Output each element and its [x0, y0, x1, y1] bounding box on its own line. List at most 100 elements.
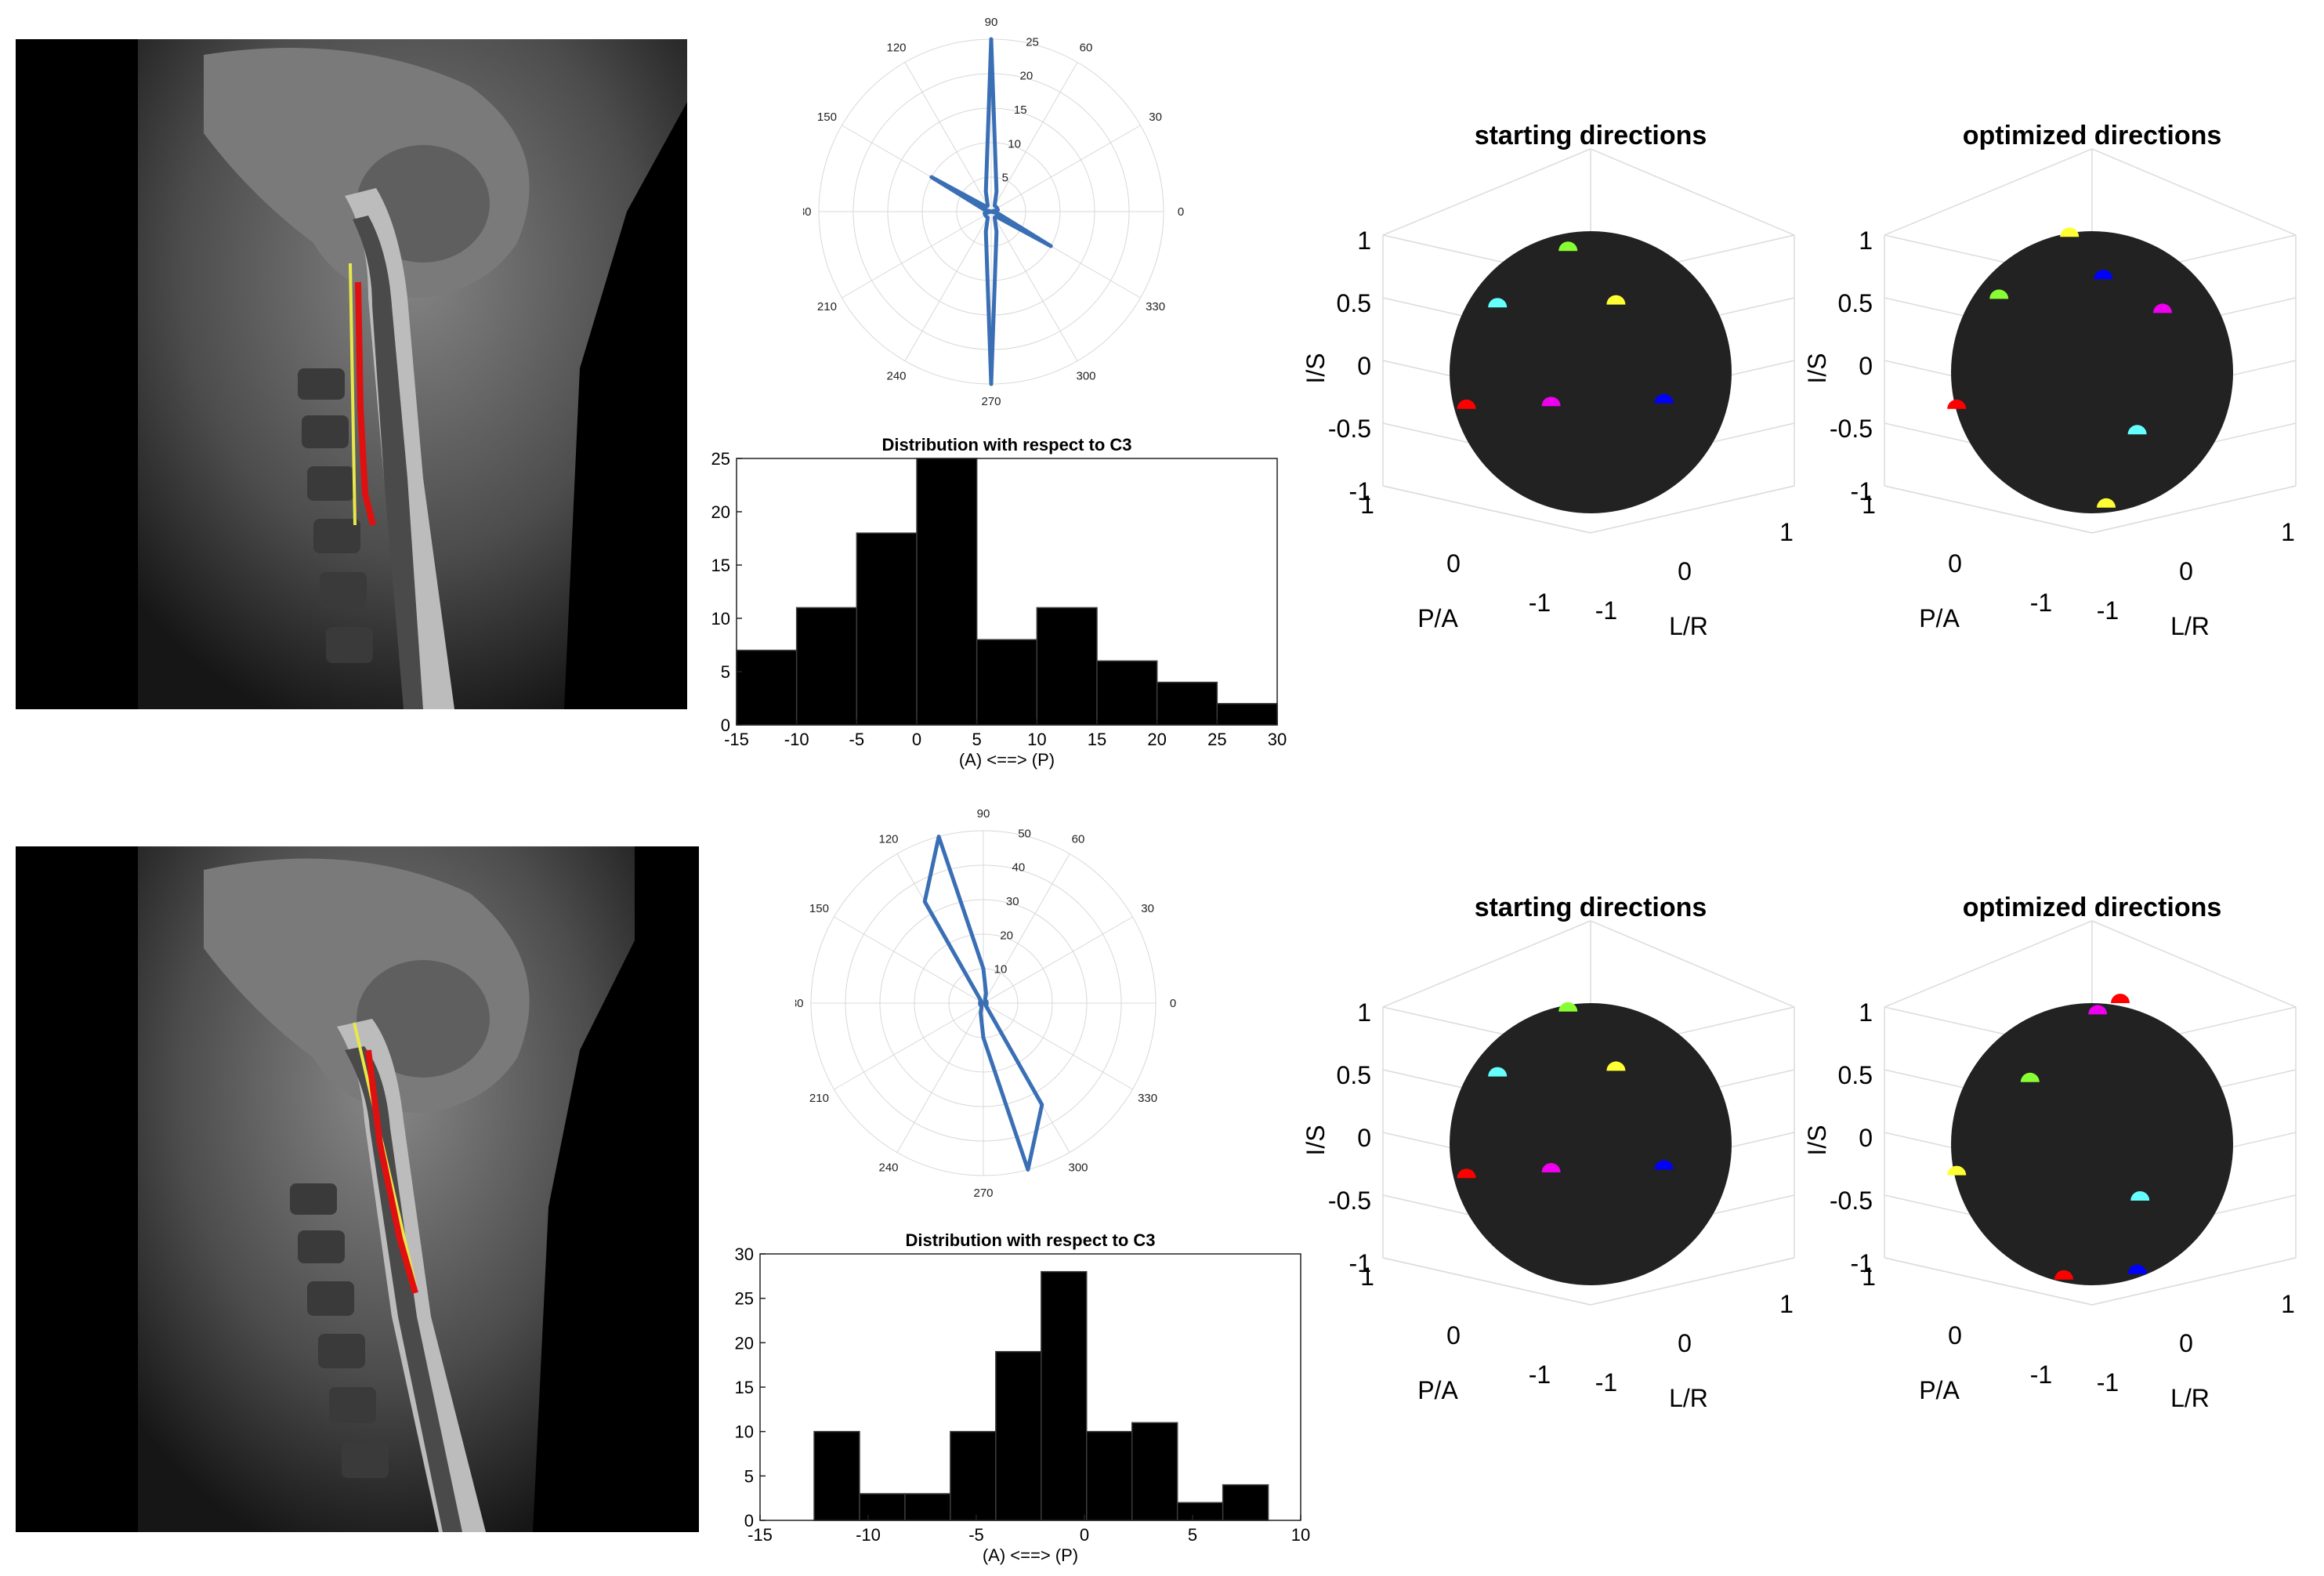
histogram-title: Distribution with respect to C3: [905, 1230, 1155, 1250]
polar-angle-tick: 90: [985, 16, 998, 29]
direction-marker: [1488, 1067, 1508, 1077]
histogram-bar: [859, 1493, 906, 1521]
histogram-top: Distribution with respect to C3 -15 -10 -5 0…: [711, 435, 1287, 770]
sphere-title: optimized directions: [1963, 121, 2222, 150]
sphere-z-tick: 1: [1357, 998, 1371, 1027]
direction-marker: [2097, 498, 2116, 508]
polar-spoke: [983, 853, 1070, 1004]
direction-marker: [1947, 1165, 1967, 1176]
polar-angle-tick: 330: [1138, 1092, 1157, 1105]
direction-marker: [2127, 1264, 2147, 1274]
histogram-x-tick: 10: [1027, 730, 1046, 749]
histogram-bar: [813, 1430, 860, 1521]
mri-image-bottom: [16, 846, 699, 1532]
polar-spoke: [834, 916, 984, 1004]
histogram-x-tick: 0: [1080, 1525, 1089, 1545]
direction-marker: [2130, 1191, 2150, 1201]
histogram-y-tick: 15: [735, 1378, 754, 1397]
sphere-body: [1450, 231, 1732, 513]
histogram-y-tick: 0: [721, 716, 730, 735]
histogram-bar: [904, 1493, 951, 1521]
sphere-axis-grid: [1382, 485, 1591, 534]
sphere-y-tick: 1: [2281, 518, 2295, 546]
sphere-y-tick: 1: [1779, 518, 1794, 546]
sphere-axis-grid: [1382, 920, 1591, 1008]
polar-angle-tick: 210: [817, 300, 837, 313]
sphere-y-label: L/R: [1669, 612, 1708, 640]
direction-marker: [2088, 1005, 2108, 1015]
sphere-axis-grid: [2091, 1257, 2297, 1306]
direction-marker: [2153, 303, 2172, 313]
sphere-z-tick: 0.5: [1337, 1061, 1371, 1089]
direction-marker: [2054, 1270, 2073, 1280]
sphere-axis-grid: [1382, 148, 1591, 236]
direction-marker: [1541, 1163, 1561, 1172]
direction-marker: [2094, 270, 2113, 280]
histogram-bar: [1222, 1484, 1269, 1521]
sphere-body: [1450, 1003, 1732, 1285]
sphere-plot-top-optimized: optimized directions 1 0.5 0 -0.5 -1 I/S 1 0 -1 P/…: [1803, 121, 2297, 640]
cord-centerline-red: [365, 1049, 418, 1295]
sphere-body: [1951, 1003, 2233, 1285]
polar-angle-tick: 0: [1178, 205, 1184, 219]
mri-image-top: [16, 39, 687, 709]
sphere-z-tick: 0: [1859, 352, 1873, 380]
sphere-z-tick: 0.5: [1337, 289, 1371, 317]
reference-line-yellow: [349, 263, 357, 526]
histogram-x-tick: -5: [968, 1525, 984, 1545]
polar-radial-tick: 20: [1000, 929, 1013, 942]
histogram-x-label: (A) <==> (P): [983, 1545, 1078, 1565]
histogram-bar: [995, 1350, 1042, 1521]
histogram-bar: [1131, 1422, 1178, 1521]
histogram-y-tick: 30: [735, 1244, 754, 1264]
polar-spoke: [842, 211, 992, 299]
histogram-x-tick: 0: [912, 730, 921, 749]
direction-marker: [2020, 1072, 2040, 1082]
histogram-x-tick: -10: [856, 1525, 881, 1545]
sphere-y-tick: 1: [1779, 1290, 1794, 1318]
sphere-axis-grid: [1590, 148, 1795, 236]
sphere-x-tick: -1: [2030, 1360, 2052, 1389]
polar-angle-tick: 90: [977, 807, 990, 821]
polar-angle-tick: 180: [803, 205, 812, 219]
direction-marker: [1541, 397, 1561, 407]
polar-spoke: [990, 62, 1078, 212]
direction-marker: [1606, 1061, 1626, 1071]
direction-marker: [1606, 295, 1626, 305]
sphere-x-tick: -1: [1529, 1360, 1551, 1389]
polar-angle-tick: 330: [1146, 300, 1165, 313]
sphere-z-tick: -0.5: [1830, 415, 1873, 443]
polar-spoke: [990, 211, 1078, 361]
polar-radial-tick: 10: [994, 963, 1008, 976]
mri-sagittal-top: [16, 39, 687, 709]
direction-marker: [1457, 1168, 1476, 1179]
histogram-y-tick: 5: [721, 662, 730, 682]
sphere-z-tick: -1: [1349, 1249, 1371, 1277]
sphere-x-tick: -1: [2030, 589, 2052, 617]
direction-marker: [1654, 1160, 1674, 1170]
sphere-x-tick: -1: [1529, 589, 1551, 617]
sphere-plot-bottom-optimized: optimized directions 1 0.5 0 -0.5 -1 I/S 1 0 -1 P/…: [1803, 893, 2297, 1412]
sphere-z-tick: 1: [1859, 998, 1873, 1027]
sphere-axis-grid: [1590, 1257, 1795, 1306]
sphere-body: [1951, 231, 2233, 513]
sphere-x-tick: 1: [1360, 491, 1374, 519]
polar-radial-tick: 50: [1018, 827, 1031, 840]
histogram-y-tick: 0: [744, 1511, 754, 1531]
histogram-bar: [795, 607, 858, 726]
mri-sagittal-bottom: [16, 846, 699, 1532]
sphere-y-tick: 1: [2281, 1290, 2295, 1318]
polar-angle-tick: 120: [886, 41, 906, 54]
sphere-x-tick: 1: [1862, 1263, 1876, 1291]
histogram-bar: [1086, 1430, 1133, 1521]
sphere-z-tick: 0: [1357, 1124, 1371, 1152]
histogram-x-tick: 20: [1147, 730, 1166, 749]
sphere-x-label: P/A: [1919, 604, 1960, 632]
sphere-y-tick: -1: [1595, 596, 1617, 625]
sphere-title: starting directions: [1475, 121, 1707, 150]
sphere-x-label: P/A: [1417, 1376, 1458, 1404]
histogram-x-tick: 15: [1088, 730, 1106, 749]
sphere-x-tick: 1: [1862, 491, 1876, 519]
sphere-z-tick: -1: [1349, 477, 1371, 505]
polar-angle-tick: 240: [878, 1161, 898, 1175]
